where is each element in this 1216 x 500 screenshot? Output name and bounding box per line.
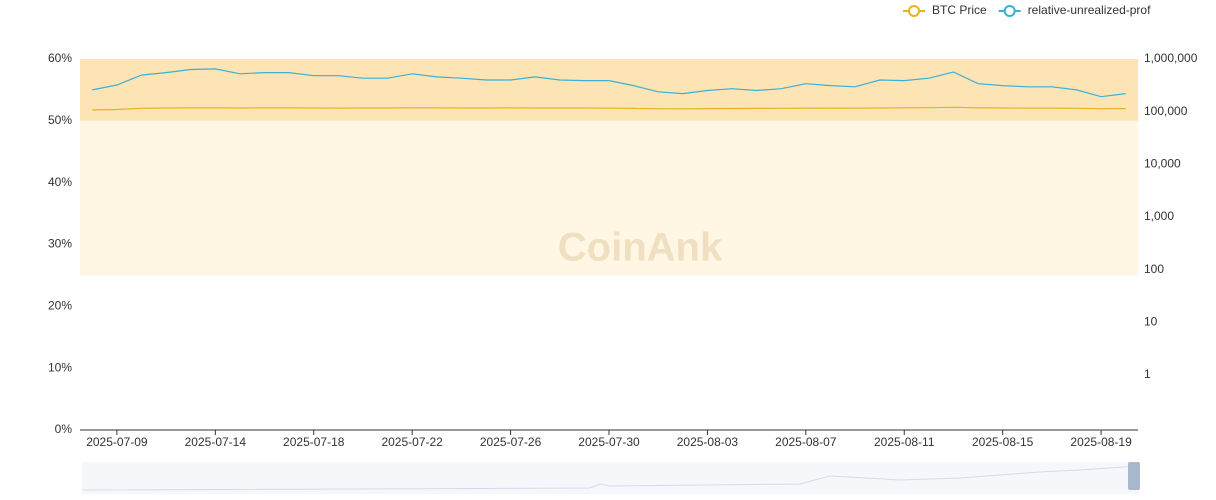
x-tick-label: 2025-08-07 bbox=[775, 435, 837, 449]
y2-tick-label: 1,000,000 bbox=[1144, 51, 1198, 65]
y-tick-label: 60% bbox=[48, 51, 72, 65]
y2-tick-label: 1 bbox=[1144, 367, 1151, 381]
y-tick-label: 50% bbox=[48, 113, 72, 127]
y-tick-label: 40% bbox=[48, 175, 72, 189]
y-tick-label: 20% bbox=[48, 299, 72, 313]
y2-tick-label: 10 bbox=[1144, 314, 1158, 328]
legend-item[interactable]: BTC Price bbox=[903, 3, 987, 17]
x-tick-label: 2025-07-26 bbox=[480, 435, 542, 449]
mark-area bbox=[80, 59, 1138, 121]
x-tick-label: 2025-08-03 bbox=[677, 435, 739, 449]
y-tick-label: 0% bbox=[55, 422, 73, 436]
zoom-handle[interactable] bbox=[1128, 462, 1140, 490]
y2-tick-label: 1,000 bbox=[1144, 209, 1174, 223]
legend-item[interactable]: relative-unrealized-prof bbox=[998, 3, 1151, 17]
mark-area bbox=[80, 120, 1138, 276]
x-tick-label: 2025-08-15 bbox=[972, 435, 1034, 449]
x-tick-label: 2025-07-09 bbox=[86, 435, 148, 449]
series-line bbox=[92, 106, 1126, 111]
y-tick-label: 10% bbox=[48, 360, 72, 374]
legend-icon bbox=[1003, 5, 1016, 17]
y2-tick-label: 10,000 bbox=[1144, 156, 1181, 170]
x-tick-label: 2025-07-18 bbox=[283, 435, 345, 449]
x-tick-label: 2025-08-11 bbox=[874, 435, 935, 449]
y2-tick-label: 100,000 bbox=[1144, 104, 1188, 118]
legend-icon bbox=[908, 5, 920, 17]
x-tick-label: 2025-08-19 bbox=[1070, 435, 1132, 449]
series-line bbox=[92, 68, 1126, 98]
legend-label: BTC Price bbox=[932, 3, 987, 17]
legend-label: relative-unrealized-prof bbox=[1028, 3, 1151, 17]
watermark: CoinAnk bbox=[558, 226, 723, 270]
x-tick-label: 2025-07-22 bbox=[381, 435, 443, 449]
x-tick-label: 2025-07-14 bbox=[185, 435, 247, 449]
zoom-preview bbox=[81, 465, 1139, 491]
x-tick-label: 2025-07-30 bbox=[578, 435, 640, 449]
y-tick-label: 30% bbox=[48, 237, 72, 251]
y2-tick-label: 100 bbox=[1144, 262, 1164, 276]
